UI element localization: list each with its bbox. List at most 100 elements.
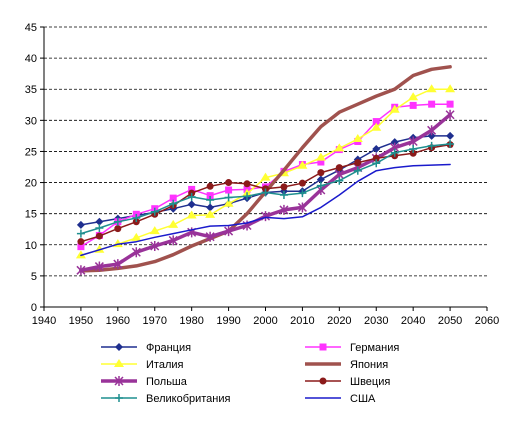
data-point	[390, 148, 399, 157]
data-point	[113, 259, 123, 270]
series-6	[76, 139, 455, 238]
legend-label: Италия	[146, 359, 184, 371]
data-point	[168, 219, 179, 228]
legend-label: Великобритания	[146, 393, 231, 405]
data-point	[427, 125, 437, 136]
data-point	[168, 235, 178, 246]
data-point	[317, 158, 325, 166]
data-point	[95, 232, 103, 240]
data-point	[223, 198, 234, 207]
legend-item-1: Германия	[305, 342, 399, 354]
x-tick-label: 1950	[69, 315, 93, 327]
data-point	[319, 343, 327, 351]
data-point	[76, 265, 86, 276]
x-tick-label: 1940	[32, 315, 56, 327]
legend-item-7: США	[305, 393, 376, 405]
x-tick-label: 1980	[179, 315, 203, 327]
data-point	[316, 175, 325, 184]
data-point	[334, 143, 345, 152]
data-point	[353, 166, 362, 175]
legend-item-0: Франция	[101, 342, 191, 354]
data-point	[225, 186, 233, 194]
data-point	[354, 159, 362, 167]
data-point	[319, 377, 327, 385]
data-point	[445, 84, 456, 93]
data-point	[389, 104, 400, 113]
legend-item-5: Швеция	[305, 376, 390, 388]
data-point	[446, 131, 455, 140]
data-point	[115, 343, 123, 351]
series-line	[80, 88, 451, 257]
data-point	[297, 160, 308, 169]
data-point	[76, 220, 85, 229]
data-point	[315, 152, 326, 161]
y-tick-label: 0	[31, 302, 37, 314]
data-point	[409, 149, 417, 157]
x-tick-label: 2050	[438, 315, 462, 327]
data-point	[445, 109, 455, 120]
data-point	[260, 172, 271, 181]
x-tick-label: 2020	[327, 315, 351, 327]
data-point	[446, 100, 454, 108]
legend-label: Япония	[350, 359, 388, 371]
x-tick-label: 2010	[290, 315, 314, 327]
data-point	[113, 217, 122, 226]
data-point	[132, 214, 141, 223]
data-point	[243, 192, 252, 201]
y-tick-label: 45	[25, 22, 37, 34]
data-point	[427, 141, 436, 150]
data-point	[335, 176, 344, 185]
data-point	[205, 231, 215, 242]
data-point	[298, 179, 306, 187]
data-point	[335, 164, 343, 172]
data-point	[446, 139, 455, 148]
data-point	[243, 180, 251, 188]
y-tick-label: 35	[25, 84, 37, 96]
data-point	[279, 191, 288, 199]
data-point	[426, 84, 437, 93]
data-point	[372, 144, 381, 153]
data-point	[206, 182, 214, 190]
data-point	[316, 181, 325, 190]
y-tick-label: 40	[25, 53, 37, 65]
data-point	[409, 101, 417, 109]
axes: 0 5 10 15 20 25 30 35 40 45 1940 1950 1960 1970 1980 19…	[25, 22, 499, 327]
data-point	[187, 200, 196, 209]
data-point	[428, 100, 436, 108]
data-point	[149, 226, 160, 235]
data-point	[371, 122, 382, 131]
legend-label: США	[350, 393, 376, 405]
data-point	[261, 188, 270, 197]
y-tick-label: 10	[25, 240, 37, 252]
x-tick-label: 1970	[143, 315, 167, 327]
data-point	[297, 202, 307, 213]
data-point	[114, 359, 124, 367]
legend-label: Польша	[146, 376, 188, 388]
x-tick-label: 2030	[364, 315, 388, 327]
data-point	[150, 207, 159, 216]
data-point	[372, 159, 381, 168]
data-point	[150, 241, 160, 252]
data-point	[224, 226, 234, 237]
legend-label: Франция	[146, 342, 191, 354]
data-point	[131, 232, 142, 241]
data-point	[186, 210, 197, 219]
legend-item-4: Польша	[101, 376, 188, 388]
data-point	[188, 185, 196, 193]
data-point	[390, 138, 399, 147]
y-tick-label: 5	[31, 271, 37, 283]
data-point	[131, 247, 141, 258]
legend-label: Германия	[350, 342, 399, 354]
data-point	[408, 136, 418, 147]
data-point	[280, 183, 288, 191]
data-point	[95, 223, 104, 232]
x-tick-label: 2060	[475, 315, 499, 327]
x-tick-label: 2040	[401, 315, 425, 327]
legend-item-2: Италия	[101, 359, 184, 371]
data-point	[206, 192, 214, 200]
y-tick-label: 20	[25, 178, 37, 190]
legend-item-3: Япония	[305, 359, 388, 371]
x-tick-label: 1990	[216, 315, 240, 327]
data-point	[206, 203, 215, 212]
